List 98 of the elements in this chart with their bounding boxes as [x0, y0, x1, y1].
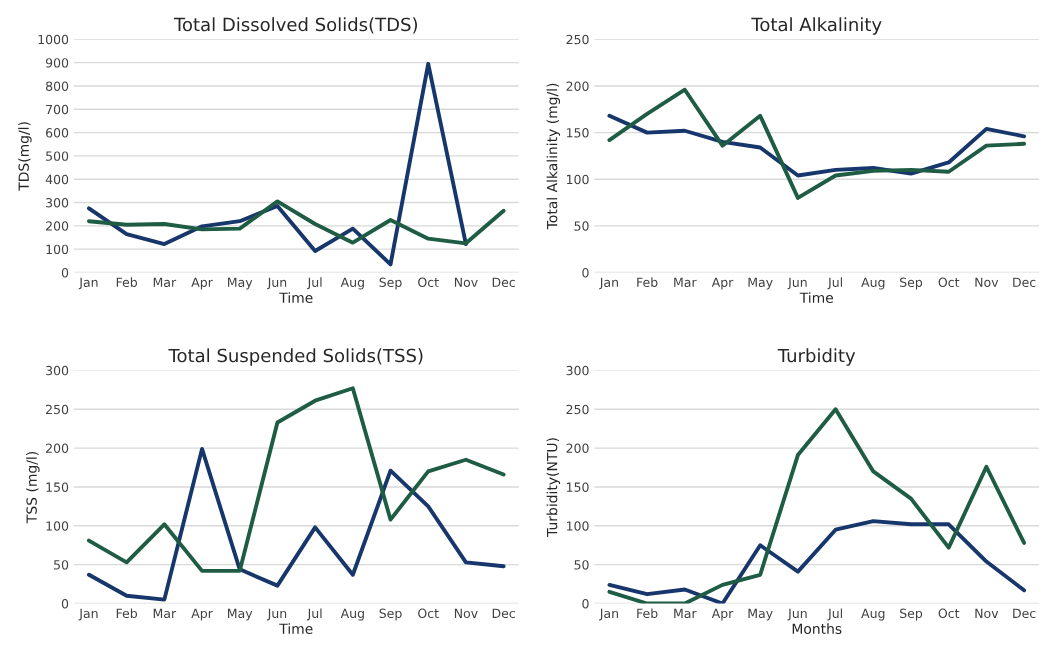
y-tick-label: 0	[582, 267, 589, 278]
y-tick-label: 250	[566, 34, 589, 45]
x-tick-label: Aug	[861, 608, 885, 621]
line-series	[86, 199, 506, 246]
x-tick-label: Dec	[1013, 608, 1036, 619]
x-axis-title: Time	[279, 623, 313, 635]
y-tick-label: 100	[46, 521, 69, 531]
y-tick-label: 100	[46, 244, 69, 255]
y-tick-label: 700	[46, 104, 69, 115]
x-tick-label: May	[228, 608, 253, 621]
x-tick-label: Sep	[900, 608, 923, 621]
x-tick-label: Oct	[938, 277, 960, 288]
line-series	[86, 446, 506, 602]
line-series	[86, 61, 468, 267]
x-tick-label: Aug	[861, 277, 885, 290]
line-series	[607, 519, 1027, 604]
x-tick-label: Jun	[267, 277, 287, 290]
x-tick-label: Oct	[418, 608, 439, 619]
x-tick-label: Oct	[418, 277, 439, 288]
x-tick-label: Aug	[340, 608, 364, 621]
x-tick-label: Nov	[975, 608, 999, 619]
x-tick-label: Dec	[492, 608, 515, 619]
x-tick-label: Jun	[787, 277, 807, 290]
x-tick-label: May	[228, 277, 253, 290]
y-axis-title: TDS(mg/l)	[18, 122, 32, 191]
y-axis-title: Total Alkalinity (mg/l)	[546, 83, 561, 230]
line-series	[607, 87, 1027, 200]
x-tick-label: Jan	[599, 277, 618, 290]
chart-title: Total Alkalinity	[751, 17, 882, 35]
x-tick-label: Apr	[711, 608, 734, 621]
x-tick-label: Apr	[191, 608, 213, 621]
x-tick-label: Jan	[78, 608, 98, 621]
x-tick-label: Apr	[191, 277, 213, 290]
x-tick-label: Nov	[975, 277, 999, 288]
y-tick-label: 200	[566, 81, 589, 91]
y-tick-label: 150	[566, 128, 589, 138]
y-axis-title: TSS (mg/l)	[26, 452, 40, 524]
y-tick-label: 600	[46, 128, 69, 138]
x-tick-label: Nov	[454, 608, 478, 619]
x-tick-label: Sep	[379, 608, 402, 621]
x-tick-label: Mar	[153, 277, 177, 288]
chart-title: Total Suspended Solids(TSS)	[168, 348, 423, 366]
y-tick-label: 0	[61, 598, 69, 609]
y-tick-label: 300	[46, 365, 69, 376]
y-tick-label: 200	[46, 443, 69, 454]
x-tick-label: Feb	[116, 277, 138, 288]
x-tick-label: Mar	[674, 277, 697, 288]
x-tick-label: Feb	[637, 608, 658, 619]
y-tick-label: 0	[582, 598, 589, 609]
x-tick-label: Jun	[787, 608, 807, 621]
chart-title: Turbidity	[777, 348, 856, 366]
y-tick-label: 150	[46, 482, 69, 492]
x-tick-label: Feb	[116, 608, 138, 619]
x-tick-label: Jun	[267, 608, 287, 621]
line-series	[86, 386, 506, 573]
line-series	[607, 407, 1027, 604]
x-tick-label: Apr	[711, 277, 734, 290]
y-tick-label: 200	[566, 443, 589, 454]
y-tick-label: 500	[46, 151, 69, 161]
x-tick-label: Mar	[674, 608, 697, 619]
chart-title: Total Dissolved Solids(TDS)	[173, 17, 418, 34]
x-tick-label: Oct	[938, 608, 960, 619]
x-tick-label: Dec	[1013, 277, 1036, 288]
y-axis-title: Turbidity(NTU)	[546, 438, 561, 537]
x-tick-label: Jan	[78, 277, 98, 290]
x-tick-label: Feb	[637, 277, 658, 288]
x-tick-label: May	[748, 608, 773, 621]
x-tick-label: Jul	[827, 608, 842, 621]
x-tick-label: Jan	[599, 608, 618, 621]
y-tick-label: 250	[46, 404, 69, 415]
y-tick-label: 100	[566, 521, 589, 531]
x-tick-label: Jul	[827, 277, 842, 290]
y-tick-label: 900	[45, 58, 69, 68]
y-tick-label: 300	[46, 198, 69, 208]
y-tick-label: 300	[566, 365, 589, 376]
y-tick-label: 150	[566, 482, 589, 492]
x-tick-label: Nov	[454, 277, 478, 288]
x-tick-label: Jul	[306, 608, 322, 621]
y-tick-label: 100	[566, 174, 589, 185]
y-tick-label: 0	[61, 267, 69, 278]
y-tick-label: 50	[54, 560, 69, 570]
x-axis-title: Time	[279, 292, 313, 303]
y-tick-label: 50	[574, 560, 589, 570]
y-tick-label: 400	[45, 174, 69, 185]
x-axis-title: Months	[792, 623, 842, 635]
y-tick-label: 1000	[38, 34, 69, 45]
y-tick-label: 250	[566, 404, 589, 415]
x-tick-label: May	[748, 277, 773, 290]
x-tick-label: Jul	[306, 277, 322, 290]
y-tick-label: 200	[46, 221, 69, 231]
x-axis-title: Time	[799, 292, 833, 303]
x-tick-label: Sep	[900, 277, 923, 290]
x-tick-label: Aug	[340, 277, 364, 290]
x-tick-label: Sep	[379, 277, 402, 290]
y-tick-label: 800	[45, 81, 69, 91]
x-tick-label: Dec	[492, 277, 515, 288]
x-tick-label: Mar	[153, 608, 177, 619]
y-tick-label: 50	[574, 221, 589, 231]
